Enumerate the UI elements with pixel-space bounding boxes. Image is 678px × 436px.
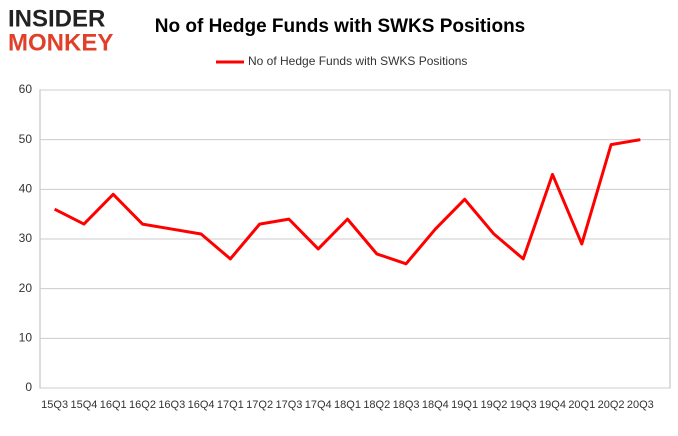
y-tick-label: 50	[19, 132, 33, 146]
x-tick-label: 16Q4	[188, 399, 215, 411]
x-tick-label: 20Q2	[598, 399, 625, 411]
x-tick-label: 18Q1	[334, 399, 361, 411]
data-line	[53, 138, 641, 266]
x-tick-label: 18Q2	[363, 399, 390, 411]
chart-title: No of Hedge Funds with SWKS Positions	[155, 16, 526, 37]
logo-top: INSIDER	[8, 5, 105, 32]
x-tick-label: 16Q3	[158, 399, 185, 411]
x-tick-label: 19Q3	[510, 399, 537, 411]
x-tick-label: 19Q2	[480, 399, 507, 411]
x-tick-label: 15Q4	[70, 399, 97, 411]
y-tick-label: 40	[19, 182, 33, 196]
y-tick-label: 0	[25, 380, 32, 394]
y-tick-label: 10	[19, 331, 33, 345]
x-tick-label: 20Q1	[568, 399, 595, 411]
x-tick-label: 18Q3	[393, 399, 420, 411]
x-tick-label: 17Q3	[275, 399, 302, 411]
x-tick-label: 17Q4	[305, 399, 332, 411]
y-tick-label: 30	[19, 231, 33, 245]
x-tick-label: 16Q1	[100, 399, 127, 411]
x-tick-label: 15Q3	[41, 399, 68, 411]
y-tick-label: 60	[19, 82, 33, 96]
x-tick-label: 17Q2	[246, 399, 273, 411]
logo-bottom: MONKEY	[8, 29, 113, 56]
x-tick-label: 17Q1	[217, 399, 244, 411]
x-tick-label: 18Q4	[422, 399, 449, 411]
x-tick-label: 20Q3	[627, 399, 654, 411]
x-tick-label: 19Q4	[539, 399, 566, 411]
y-tick-label: 20	[19, 281, 33, 295]
x-tick-label: 19Q1	[451, 399, 478, 411]
legend-label: No of Hedge Funds with SWKS Positions	[248, 54, 467, 68]
x-tick-label: 16Q2	[129, 399, 156, 411]
